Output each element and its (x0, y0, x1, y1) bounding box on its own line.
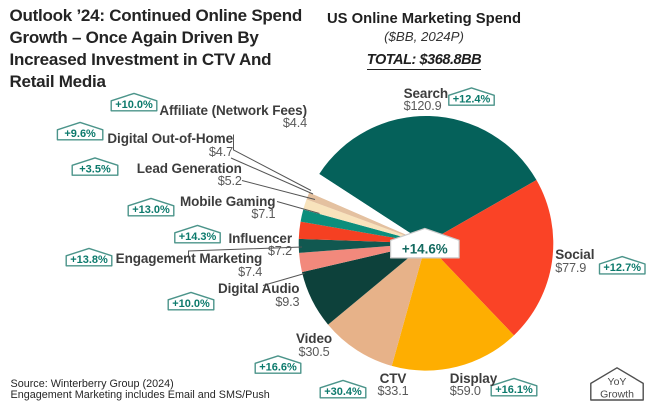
svg-text:Growth: Growth (600, 388, 634, 400)
svg-text:+13.8%: +13.8% (70, 254, 108, 266)
svg-text:+10.0%: +10.0% (172, 298, 210, 310)
svg-text:+30.4%: +30.4% (324, 386, 362, 398)
svg-text:+12.4%: +12.4% (453, 93, 491, 105)
svg-text:+13.0%: +13.0% (132, 204, 170, 216)
svg-text:+10.0%: +10.0% (115, 99, 153, 111)
svg-text:+16.6%: +16.6% (259, 361, 297, 373)
svg-text:+14.3%: +14.3% (179, 231, 217, 243)
svg-text:+12.7%: +12.7% (603, 262, 641, 274)
svg-text:YoY: YoY (608, 376, 627, 388)
svg-text:+14.6%: +14.6% (402, 241, 448, 256)
svg-text:+9.6%: +9.6% (64, 128, 96, 140)
svg-text:+3.5%: +3.5% (79, 163, 111, 175)
svg-text:+16.1%: +16.1% (495, 384, 533, 396)
